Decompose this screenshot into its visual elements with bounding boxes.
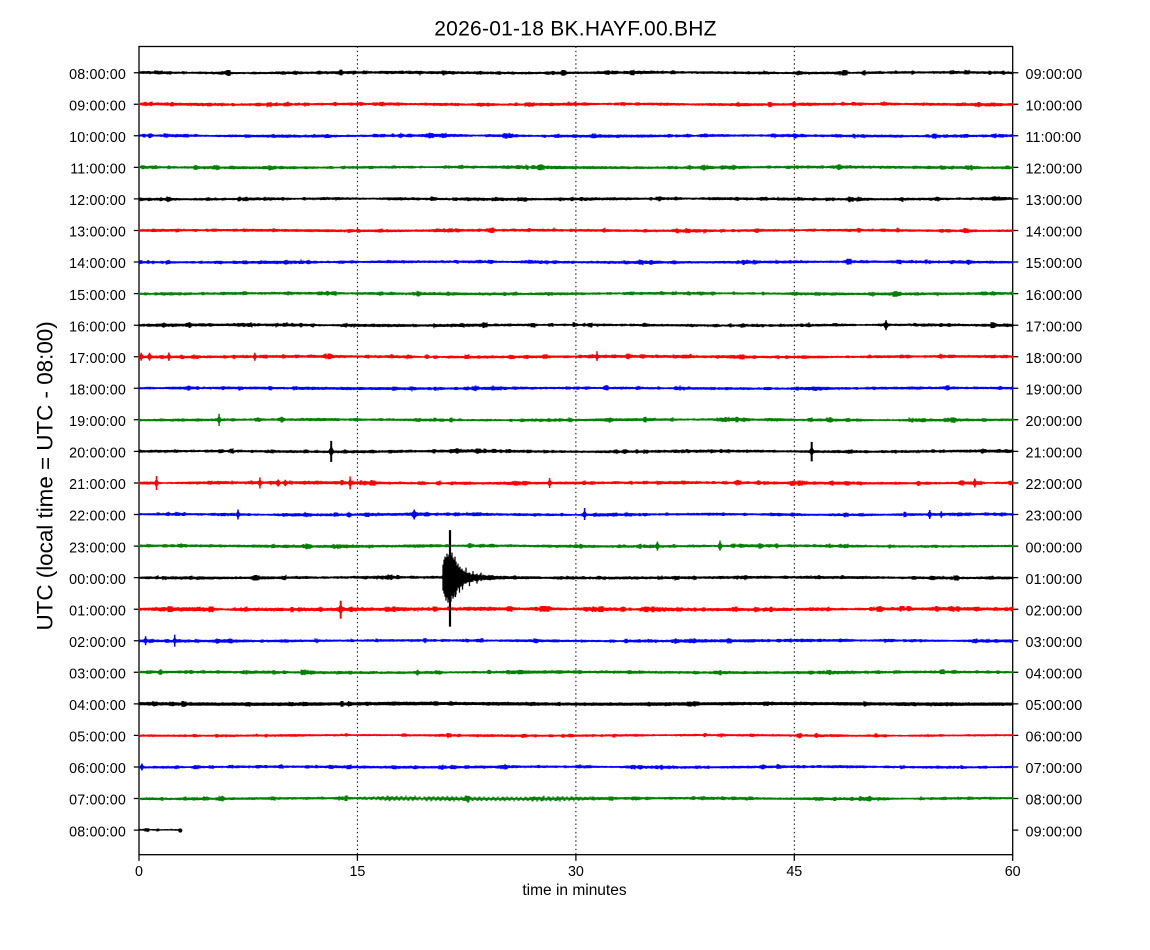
svg-text:12:00:00: 12:00:00 (69, 193, 126, 209)
svg-text:05:00:00: 05:00:00 (69, 730, 126, 746)
svg-text:15:00:00: 15:00:00 (1026, 256, 1083, 272)
svg-text:09:00:00: 09:00:00 (1026, 67, 1083, 83)
svg-text:14:00:00: 14:00:00 (1026, 225, 1083, 241)
svg-text:22:00:00: 22:00:00 (69, 509, 126, 525)
svg-text:00:00:00: 00:00:00 (69, 572, 126, 588)
svg-text:11:00:00: 11:00:00 (70, 162, 126, 178)
svg-text:08:00:00: 08:00:00 (69, 824, 126, 840)
svg-text:16:00:00: 16:00:00 (69, 319, 126, 335)
svg-text:04:00:00: 04:00:00 (1026, 667, 1083, 683)
svg-text:12:00:00: 12:00:00 (1026, 162, 1083, 178)
svg-text:04:00:00: 04:00:00 (69, 698, 126, 714)
svg-text:02:00:00: 02:00:00 (1026, 603, 1083, 619)
svg-text:23:00:00: 23:00:00 (1026, 509, 1083, 525)
svg-text:21:00:00: 21:00:00 (69, 477, 126, 493)
svg-text:60: 60 (1005, 864, 1021, 880)
svg-text:22:00:00: 22:00:00 (1026, 477, 1083, 493)
svg-text:11:00:00: 11:00:00 (1026, 130, 1082, 146)
svg-text:20:00:00: 20:00:00 (1026, 414, 1083, 430)
svg-text:09:00:00: 09:00:00 (69, 99, 126, 115)
svg-text:03:00:00: 03:00:00 (69, 667, 126, 683)
svg-text:15:00:00: 15:00:00 (69, 288, 126, 304)
svg-text:18:00:00: 18:00:00 (69, 383, 126, 399)
svg-text:21:00:00: 21:00:00 (1026, 446, 1083, 462)
svg-text:05:00:00: 05:00:00 (1026, 698, 1083, 714)
svg-text:08:00:00: 08:00:00 (1026, 793, 1083, 809)
svg-text:03:00:00: 03:00:00 (1026, 635, 1083, 651)
svg-text:02:00:00: 02:00:00 (69, 635, 126, 651)
svg-text:00:00:00: 00:00:00 (1026, 540, 1083, 556)
svg-text:19:00:00: 19:00:00 (1026, 383, 1083, 399)
svg-text:14:00:00: 14:00:00 (69, 256, 126, 272)
svg-text:15: 15 (349, 864, 365, 880)
svg-text:10:00:00: 10:00:00 (69, 130, 126, 146)
svg-text:13:00:00: 13:00:00 (69, 225, 126, 241)
svg-text:10:00:00: 10:00:00 (1026, 99, 1083, 115)
svg-text:06:00:00: 06:00:00 (1026, 730, 1083, 746)
svg-text:13:00:00: 13:00:00 (1026, 193, 1083, 209)
svg-text:18:00:00: 18:00:00 (1026, 351, 1083, 367)
svg-text:07:00:00: 07:00:00 (69, 793, 126, 809)
svg-text:0: 0 (135, 864, 143, 880)
svg-text:01:00:00: 01:00:00 (1026, 572, 1083, 588)
svg-text:20:00:00: 20:00:00 (69, 446, 126, 462)
svg-text:06:00:00: 06:00:00 (69, 761, 126, 777)
svg-text:16:00:00: 16:00:00 (1026, 288, 1083, 304)
svg-text:30: 30 (568, 864, 584, 880)
svg-text:UTC (local time = UTC - 08:00): UTC (local time = UTC - 08:00) (33, 321, 58, 630)
svg-text:2026-01-18 BK.HAYF.00.BHZ: 2026-01-18 BK.HAYF.00.BHZ (434, 18, 717, 41)
svg-text:01:00:00: 01:00:00 (69, 603, 126, 619)
svg-text:45: 45 (786, 864, 802, 880)
svg-text:23:00:00: 23:00:00 (69, 540, 126, 556)
svg-text:09:00:00: 09:00:00 (1026, 824, 1083, 840)
svg-text:time in minutes: time in minutes (522, 882, 626, 899)
svg-text:19:00:00: 19:00:00 (69, 414, 126, 430)
svg-text:08:00:00: 08:00:00 (69, 67, 126, 83)
svg-text:07:00:00: 07:00:00 (1026, 761, 1083, 777)
svg-text:17:00:00: 17:00:00 (1026, 319, 1083, 335)
svg-text:17:00:00: 17:00:00 (69, 351, 126, 367)
